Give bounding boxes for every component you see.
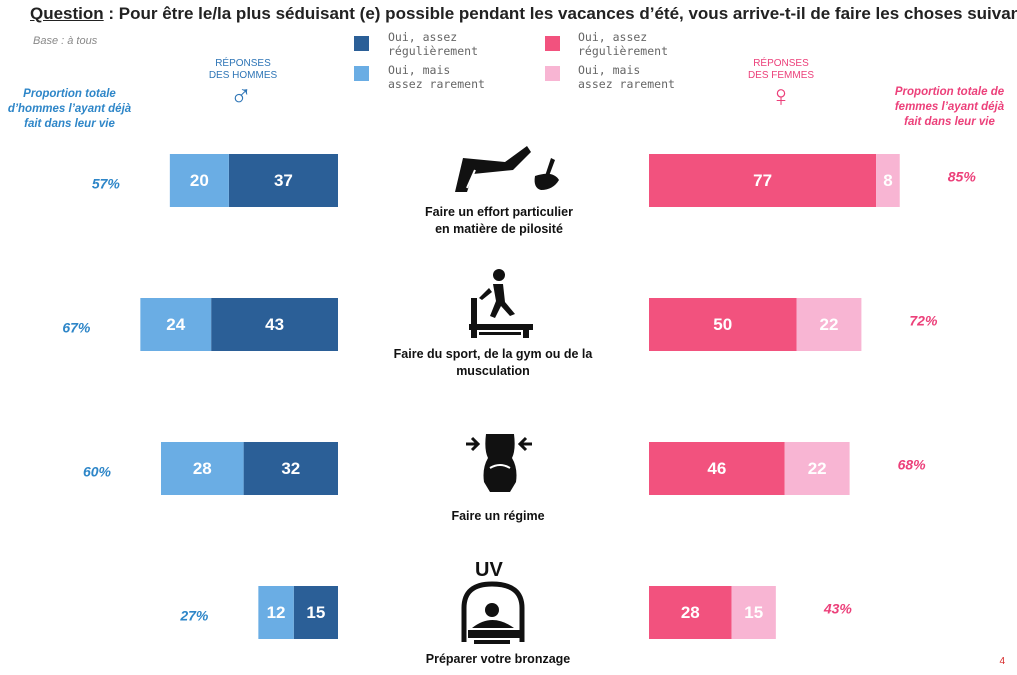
waxing-icon: [445, 140, 565, 196]
female-symbol-icon: ♀: [769, 80, 793, 113]
women-rare-bar-tanning: [731, 586, 776, 639]
legend-swatch-women-regular: [545, 36, 560, 51]
legend-swatch-men-regular: [354, 36, 369, 51]
men-rare-value-hair-removal: 20: [190, 171, 209, 190]
male-symbol-icon: ♂: [229, 80, 253, 113]
women-rare-value-hair-removal: 8: [883, 171, 892, 190]
women-rare-value-tanning: 15: [744, 603, 763, 622]
women-regular-bar-sport: [649, 298, 797, 351]
question-label: Question: [30, 4, 104, 23]
men-regular-bar-tanning: [293, 586, 338, 639]
question-title: Question : Pour être le/la plus séduisan…: [30, 4, 1017, 24]
women-regular-value-diet: 46: [707, 459, 726, 478]
legend-swatch-men-rare: [354, 66, 369, 81]
women-regular-value-sport: 50: [713, 315, 732, 334]
svg-text:UV: UV: [475, 559, 503, 581]
treadmill-icon: [465, 268, 537, 340]
women-total-header: Proportion totale de femmes l’ayant déjà…: [894, 86, 1005, 128]
women-total-tanning: 43%: [823, 601, 853, 617]
men-rare-bar-tanning: [258, 586, 294, 639]
women-rare-bar-sport: [796, 298, 862, 351]
women-total-sport: 72%: [909, 313, 938, 329]
men-rare-bar-hair-removal: [169, 154, 229, 207]
women-rare-bar-hair-removal: [876, 154, 900, 207]
women-regular-bar-hair-removal: [649, 154, 877, 207]
men-total-diet: 60%: [83, 464, 112, 480]
men-total-hair-removal: 57%: [92, 176, 121, 192]
category-label-hair-removal: Faire un effort particulier en matière d…: [425, 205, 573, 236]
legend-label-women-rare: Oui, mais assez rarement: [578, 63, 675, 91]
men-total-header: Proportion totale d’hommes l’ayant déjà …: [7, 88, 132, 130]
men-rare-value-tanning: 12: [267, 603, 286, 622]
men-regular-bar-sport: [211, 298, 338, 351]
uv-tanning-icon: UV: [458, 556, 528, 648]
men-total-tanning: 27%: [179, 608, 209, 624]
men-regular-bar-hair-removal: [228, 154, 338, 207]
legend-label-men-rare: Oui, mais assez rarement: [388, 63, 485, 91]
category-label-sport: Faire du sport, de la gym ou de la muscu…: [393, 347, 593, 378]
men-regular-value-diet: 32: [281, 459, 300, 478]
legend-label-women-regular: Oui, assez régulièrement: [578, 30, 669, 58]
men-regular-value-sport: 43: [265, 315, 284, 334]
men-rare-bar-sport: [140, 298, 212, 351]
legend-label-men-regular: Oui, assez régulièrement: [388, 30, 479, 58]
women-regular-bar-tanning: [649, 586, 732, 639]
men-rare-value-diet: 28: [193, 459, 212, 478]
men-regular-bar-diet: [243, 442, 338, 495]
page-number: 4: [999, 656, 1005, 667]
women-rare-value-diet: 22: [808, 459, 827, 478]
men-total-sport: 67%: [62, 320, 91, 336]
question-text: : Pour être le/la plus séduisant (e) pos…: [103, 4, 1017, 23]
diet-icon: [464, 432, 534, 494]
women-rare-value-sport: 22: [819, 315, 838, 334]
legend-swatch-women-rare: [545, 66, 560, 81]
category-label-tanning: Préparer votre bronzage: [425, 652, 571, 666]
men-regular-value-tanning: 15: [306, 603, 325, 622]
women-regular-value-tanning: 28: [681, 603, 700, 622]
women-rare-bar-diet: [784, 442, 850, 495]
category-label-diet: Faire un régime: [451, 509, 545, 523]
women-regular-bar-diet: [649, 442, 785, 495]
men-regular-value-hair-removal: 37: [274, 171, 293, 190]
base-note: Base : à tous: [33, 35, 98, 47]
women-responses-header: RÉPONSES DES FEMMES: [747, 58, 815, 81]
men-rare-value-sport: 24: [166, 315, 185, 334]
men-responses-header: RÉPONSES DES HOMMES: [208, 58, 278, 81]
men-rare-bar-diet: [161, 442, 244, 495]
women-total-hair-removal: 85%: [948, 169, 977, 185]
women-total-diet: 68%: [898, 457, 927, 473]
women-regular-value-hair-removal: 77: [753, 171, 772, 190]
